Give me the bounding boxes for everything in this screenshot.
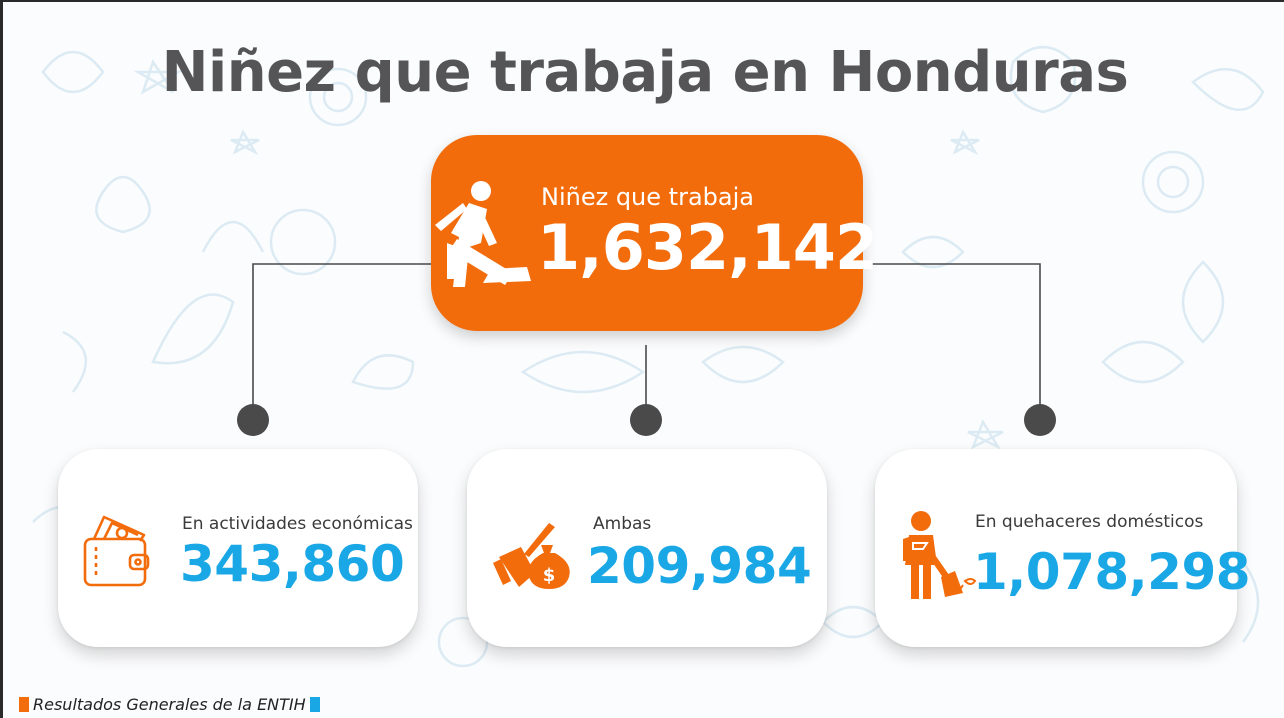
footer-text: Resultados Generales de la ENTIH [33,694,306,714]
category-value: 343,860 [180,535,405,593]
category-label: En actividades económicas [182,514,413,534]
node-left [237,404,269,436]
category-card-both: $ Ambas 209,984 [467,449,827,647]
broom-moneybag-icon: $ [493,523,570,589]
category-label: Ambas [593,514,652,534]
node-middle [630,404,662,436]
total-label: Niñez que trabaja [541,183,754,211]
connector-left [252,263,435,407]
orange-square-icon [19,696,29,712]
category-value: 1,078,298 [973,543,1251,601]
child-sweeping-icon [903,511,977,599]
worker-shoveling-icon [435,181,531,287]
blue-square-icon [309,696,320,712]
tree-connectors [237,263,1056,436]
node-right [1024,404,1056,436]
category-card-economic: En actividades económicas 343,860 [58,449,418,647]
category-label: En quehaceres domésticos [975,512,1204,532]
wallet-cash-icon [83,515,150,587]
total-box: Niñez que trabaja 1,632,142 [431,135,878,331]
total-value: 1,632,142 [537,211,878,284]
footer-source: Resultados Generales de la ENTIH [19,694,320,714]
connector-right [861,263,1041,407]
svg-text:$: $ [543,565,556,586]
category-value: 209,984 [587,537,812,595]
category-card-domestic: En quehaceres domésticos 1,078,298 [875,449,1251,647]
page-title: Niñez que trabaja en Honduras [161,40,1129,105]
